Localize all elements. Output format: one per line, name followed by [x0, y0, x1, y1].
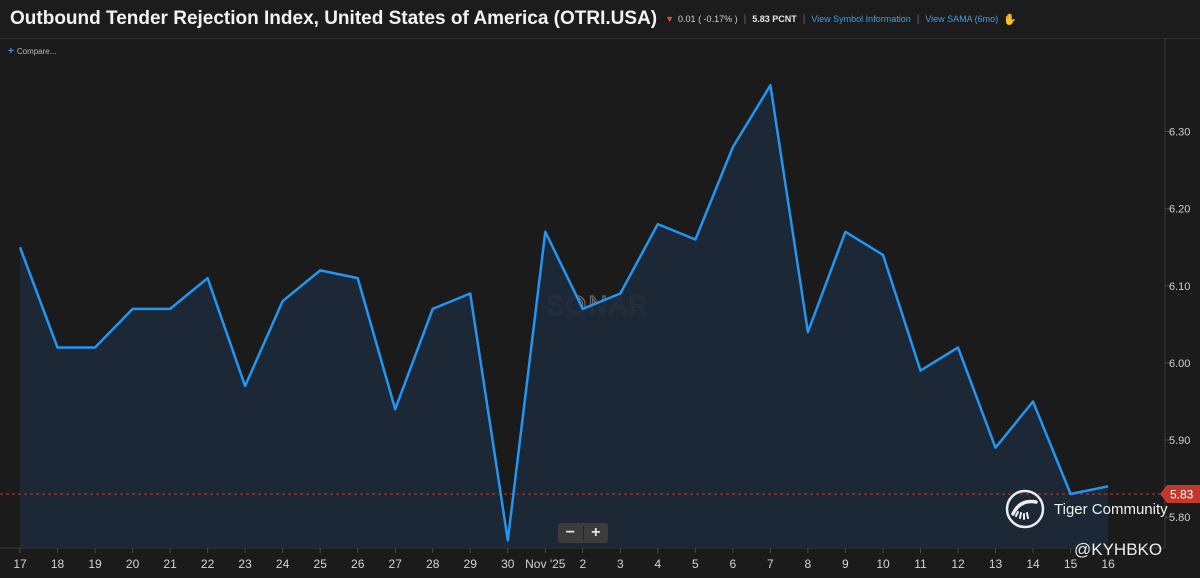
data-point	[994, 446, 998, 450]
zoom-divider	[582, 526, 584, 540]
x-tick-label: 2	[579, 557, 586, 571]
data-point	[468, 292, 472, 296]
view-sama-link[interactable]: View SAMA (6mo)	[925, 14, 999, 24]
zoom-in-button[interactable]: +	[591, 524, 601, 541]
data-point	[243, 384, 247, 388]
divider: |	[743, 13, 747, 25]
view-symbol-info-link[interactable]: View Symbol Information	[811, 14, 911, 24]
tiger-community-label: Tiger Community	[1054, 500, 1168, 518]
data-point	[656, 222, 660, 226]
chart-title: Outbound Tender Rejection Index, United …	[10, 8, 658, 29]
compare-button[interactable]: + Compare...	[8, 46, 56, 57]
divider: |	[802, 13, 806, 25]
x-tick-label: 24	[276, 557, 290, 571]
x-tick-label: 29	[464, 557, 478, 571]
zoom-out-button[interactable]: −	[565, 524, 575, 541]
x-tick-label: 13	[989, 557, 1003, 571]
last-value: 5.83 PCNT	[752, 14, 797, 24]
y-tick-label: 6.10	[1169, 281, 1190, 293]
data-point	[356, 276, 360, 280]
plus-icon: +	[8, 46, 14, 57]
data-point	[56, 346, 60, 350]
data-point	[393, 407, 397, 411]
tiger-logo-icon	[1005, 489, 1045, 529]
x-tick-label: 9	[842, 557, 849, 571]
x-tick-label: 16	[1101, 557, 1115, 571]
data-point	[543, 230, 547, 234]
data-point	[919, 369, 923, 373]
x-tick-label: 3	[617, 557, 624, 571]
x-tick-label: 15	[1064, 557, 1078, 571]
data-point	[93, 346, 97, 350]
x-tick-label: Nov '25	[525, 557, 566, 571]
x-tick-label: 26	[351, 557, 365, 571]
x-tick-label: 23	[238, 557, 252, 571]
x-tick-label: 10	[876, 557, 890, 571]
x-tick-label: 20	[126, 557, 140, 571]
data-point	[431, 307, 435, 311]
data-point	[618, 292, 622, 296]
x-tick-label: 14	[1026, 557, 1040, 571]
data-point	[581, 307, 585, 311]
x-tick-label: 4	[654, 557, 661, 571]
data-point	[168, 307, 172, 311]
author-handle: @KYHBKO	[1074, 540, 1163, 559]
chart-header: Outbound Tender Rejection Index, United …	[0, 0, 1200, 39]
divider: |	[916, 13, 920, 25]
y-tick-label: 6.20	[1169, 204, 1190, 216]
x-tick-label: 25	[314, 557, 328, 571]
x-axis-ticks: 17 18 19 20 21 22 23 24 25 26 27 28 29 30 Nov '25 2 3 4 5 6…	[13, 548, 1115, 571]
x-tick-label: 21	[163, 557, 177, 571]
last-value-label: 5.83	[1170, 488, 1194, 502]
hands-icon[interactable]: ✋	[1003, 13, 1017, 26]
y-tick-label: 6.00	[1169, 358, 1190, 370]
last-value-badge	[1160, 485, 1200, 503]
x-tick-label: 5	[692, 557, 699, 571]
x-tick-label: 11	[914, 557, 927, 571]
last-value-marker: 5.83	[1160, 485, 1200, 503]
down-triangle-icon: ▼	[665, 14, 675, 24]
data-point	[281, 299, 285, 303]
x-tick-label: 28	[426, 557, 440, 571]
zoom-controls: − +	[558, 523, 608, 543]
y-tick-label: 6.30	[1169, 127, 1190, 139]
y-tick-label: 5.80	[1169, 512, 1190, 524]
data-point	[843, 230, 847, 234]
data-point	[206, 276, 210, 280]
x-tick-label: 19	[88, 557, 102, 571]
x-tick-label: 18	[51, 557, 65, 571]
x-tick-label: 8	[805, 557, 812, 571]
data-point	[806, 330, 810, 334]
x-tick-label: 6	[730, 557, 737, 571]
x-tick-label: 22	[201, 557, 215, 571]
data-point	[318, 268, 322, 272]
x-tick-label: 17	[13, 557, 27, 571]
series-area	[20, 85, 1109, 549]
data-point	[18, 245, 22, 249]
x-tick-label: 30	[501, 557, 515, 571]
x-tick-label: 12	[951, 557, 965, 571]
x-tick-label: 27	[389, 557, 403, 571]
change-value: 0.01 ( -0.17% )	[678, 14, 738, 24]
data-point	[506, 538, 510, 542]
data-point	[131, 307, 135, 311]
data-point	[693, 238, 697, 242]
data-point	[956, 346, 960, 350]
x-tick-label: 7	[767, 557, 774, 571]
y-axis-ticks: 5.80 5.90 6.00 6.10 6.20 6.30	[1165, 127, 1190, 524]
data-point	[768, 83, 772, 87]
series-line	[18, 84, 1109, 542]
y-tick-label: 5.90	[1169, 435, 1190, 447]
compare-label: Compare...	[16, 47, 57, 56]
data-point	[881, 253, 885, 257]
data-point	[1031, 400, 1035, 404]
tiger-community-watermark: Tiger Community	[1004, 488, 1168, 530]
data-point	[731, 145, 735, 149]
